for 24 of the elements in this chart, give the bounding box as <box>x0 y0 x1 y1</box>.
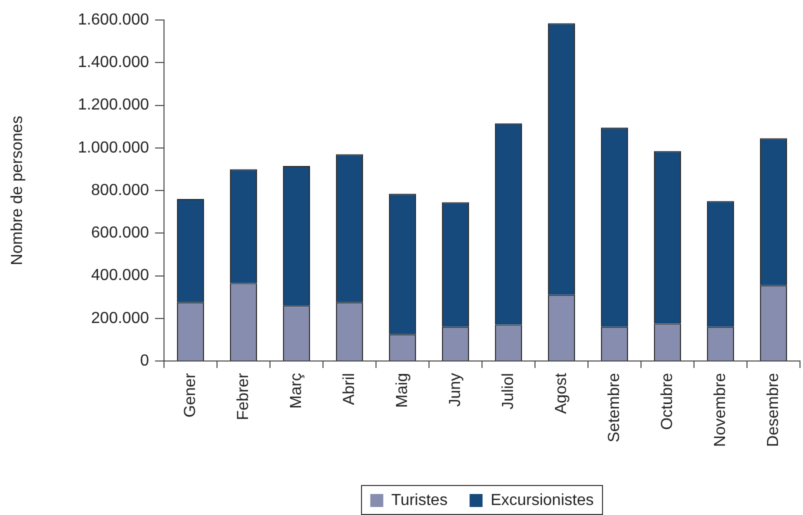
y-tick-label: 600.000 <box>91 224 150 242</box>
x-tick-label: Agost <box>552 372 570 414</box>
x-tick-label: Juny <box>446 373 464 407</box>
legend-label: Turistes <box>391 492 448 509</box>
legend-label: Excursionistes <box>490 492 594 509</box>
x-tick-label: Febrer <box>234 372 252 420</box>
y-tick-label: 200.000 <box>91 310 150 327</box>
x-tick-label: Desembre <box>764 372 782 447</box>
x-tick-label: Juliol <box>500 373 517 410</box>
x-tick-label: Setembre <box>606 372 623 442</box>
y-tick-label: 400.000 <box>91 267 150 284</box>
y-tick-label: 1.600.000 <box>78 11 150 28</box>
x-tick-label: Abril <box>340 373 358 406</box>
x-tick-label: Gener <box>182 372 199 418</box>
y-tick-label: 0 <box>140 352 150 370</box>
x-tick-label: Març <box>288 373 305 409</box>
y-tick-label: 1.400.000 <box>78 54 150 72</box>
y-tick-label: 1.000.000 <box>78 139 150 156</box>
x-tick-label: Novembre <box>712 372 729 447</box>
x-tick-label: Octubre <box>658 372 676 430</box>
x-tick-label: Maig <box>394 373 411 408</box>
y-tick-label: 800.000 <box>91 182 150 199</box>
y-tick-label: 1.200.000 <box>78 96 150 114</box>
y-axis-title: Nombre de persones <box>9 116 26 266</box>
